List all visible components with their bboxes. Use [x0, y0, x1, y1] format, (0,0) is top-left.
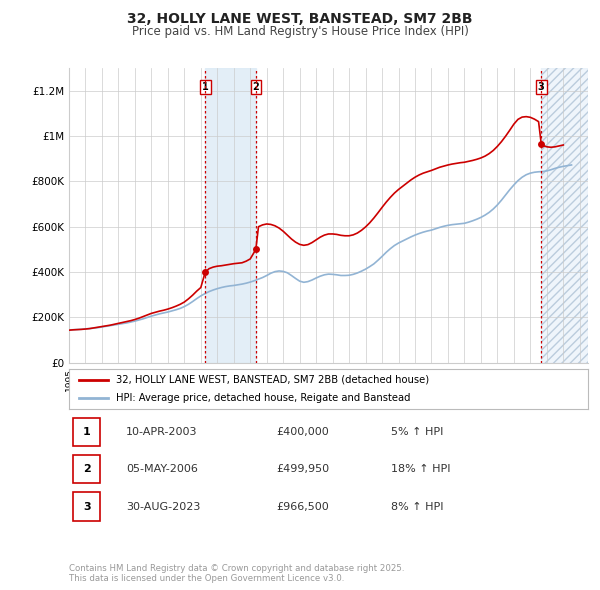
Text: 3: 3	[83, 502, 91, 512]
Text: 30-AUG-2023: 30-AUG-2023	[126, 502, 200, 512]
Text: £966,500: £966,500	[277, 502, 329, 512]
Bar	[541, 68, 588, 363]
Text: HPI: Average price, detached house, Reigate and Banstead: HPI: Average price, detached house, Reig…	[116, 393, 410, 403]
Text: 1: 1	[202, 82, 209, 92]
FancyBboxPatch shape	[73, 493, 100, 520]
Text: £400,000: £400,000	[277, 427, 329, 437]
Text: 05-MAY-2006: 05-MAY-2006	[126, 464, 198, 474]
Text: 32, HOLLY LANE WEST, BANSTEAD, SM7 2BB (detached house): 32, HOLLY LANE WEST, BANSTEAD, SM7 2BB (…	[116, 375, 429, 385]
Text: 2: 2	[83, 464, 91, 474]
FancyBboxPatch shape	[73, 455, 100, 483]
FancyBboxPatch shape	[73, 418, 100, 446]
Text: Price paid vs. HM Land Registry's House Price Index (HPI): Price paid vs. HM Land Registry's House …	[131, 25, 469, 38]
Text: 3: 3	[538, 82, 545, 92]
Bar	[205, 68, 256, 363]
Bar	[541, 68, 588, 363]
Text: 18% ↑ HPI: 18% ↑ HPI	[391, 464, 450, 474]
Text: 5% ↑ HPI: 5% ↑ HPI	[391, 427, 443, 437]
Text: 32, HOLLY LANE WEST, BANSTEAD, SM7 2BB: 32, HOLLY LANE WEST, BANSTEAD, SM7 2BB	[127, 12, 473, 26]
Text: £499,950: £499,950	[277, 464, 330, 474]
Text: 8% ↑ HPI: 8% ↑ HPI	[391, 502, 443, 512]
Text: Contains HM Land Registry data © Crown copyright and database right 2025.
This d: Contains HM Land Registry data © Crown c…	[69, 563, 404, 583]
Text: 10-APR-2003: 10-APR-2003	[126, 427, 197, 437]
Text: 2: 2	[253, 82, 259, 92]
Text: 1: 1	[83, 427, 91, 437]
